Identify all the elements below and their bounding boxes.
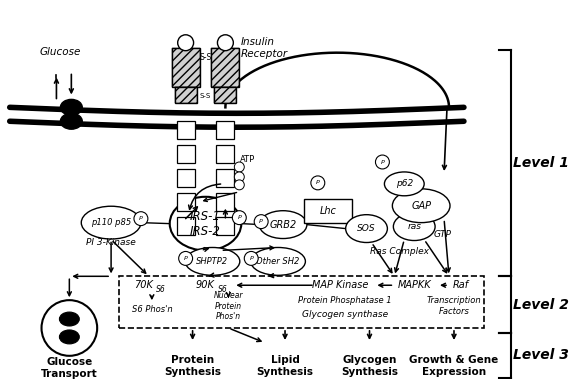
Text: P: P: [139, 216, 143, 221]
FancyBboxPatch shape: [214, 88, 236, 103]
Text: Level 3: Level 3: [513, 348, 568, 362]
Text: SHPTP2: SHPTP2: [197, 257, 228, 266]
Circle shape: [177, 35, 194, 51]
Ellipse shape: [81, 206, 141, 239]
FancyBboxPatch shape: [212, 48, 239, 88]
Text: MAP Kinase: MAP Kinase: [312, 280, 368, 290]
Text: MAPKK: MAPKK: [398, 280, 431, 290]
Text: Protein Phosphatase 1: Protein Phosphatase 1: [298, 296, 391, 305]
FancyBboxPatch shape: [177, 193, 195, 211]
FancyBboxPatch shape: [177, 217, 195, 235]
Text: P: P: [380, 160, 384, 165]
Ellipse shape: [170, 197, 241, 250]
FancyBboxPatch shape: [177, 169, 195, 187]
FancyBboxPatch shape: [216, 169, 234, 187]
Circle shape: [376, 155, 390, 169]
Ellipse shape: [251, 248, 305, 275]
Ellipse shape: [61, 113, 82, 129]
Text: Raf: Raf: [453, 280, 469, 290]
Text: 90K: 90K: [195, 280, 214, 290]
Ellipse shape: [259, 211, 307, 239]
Text: SOS: SOS: [357, 224, 376, 233]
Circle shape: [234, 162, 244, 172]
Text: S-S: S-S: [199, 53, 212, 62]
Text: PI 3-Kinase: PI 3-Kinase: [86, 238, 136, 247]
Text: P: P: [316, 180, 320, 186]
Text: S6 Phos'n: S6 Phos'n: [132, 304, 172, 314]
Circle shape: [217, 35, 234, 51]
Circle shape: [234, 172, 244, 182]
FancyBboxPatch shape: [216, 193, 234, 211]
Text: GTP: GTP: [433, 230, 451, 239]
Text: Nuclear
Protein
Phos'n: Nuclear Protein Phos'n: [214, 291, 243, 321]
Text: Lipid
Synthesis: Lipid Synthesis: [257, 355, 313, 376]
Text: S6: S6: [218, 285, 228, 294]
Circle shape: [42, 300, 97, 356]
FancyBboxPatch shape: [177, 121, 195, 139]
Text: Glycogen
Synthesis: Glycogen Synthesis: [341, 355, 398, 376]
Text: IRS-1
IRS-2: IRS-1 IRS-2: [190, 210, 221, 238]
Text: Level 2: Level 2: [513, 298, 568, 312]
Text: Protein
Synthesis: Protein Synthesis: [164, 355, 221, 376]
Text: ras: ras: [407, 222, 421, 231]
Circle shape: [244, 251, 258, 266]
Text: GAP: GAP: [411, 201, 431, 211]
Text: GRB2: GRB2: [269, 219, 297, 230]
Text: P: P: [184, 256, 187, 261]
Circle shape: [232, 211, 246, 225]
Ellipse shape: [392, 189, 450, 223]
Text: Transcription
Factors: Transcription Factors: [427, 296, 481, 316]
Text: Glycogen synthase: Glycogen synthase: [302, 310, 388, 319]
Ellipse shape: [384, 172, 424, 196]
Circle shape: [134, 212, 148, 226]
FancyBboxPatch shape: [304, 199, 351, 223]
Text: Glucose
Transport: Glucose Transport: [41, 357, 98, 379]
Text: S6: S6: [156, 285, 165, 294]
Text: Level 1: Level 1: [513, 156, 568, 170]
Text: Ras Complex: Ras Complex: [370, 247, 429, 256]
Ellipse shape: [61, 99, 82, 115]
Ellipse shape: [60, 312, 79, 326]
Circle shape: [254, 215, 268, 229]
Ellipse shape: [394, 213, 435, 240]
FancyBboxPatch shape: [216, 145, 234, 163]
Text: Glucose: Glucose: [39, 47, 81, 57]
Text: Insulin
Receptor: Insulin Receptor: [240, 37, 287, 59]
Text: Lhc: Lhc: [319, 206, 336, 216]
Text: p110 p85: p110 p85: [91, 218, 131, 227]
Circle shape: [311, 176, 325, 190]
Ellipse shape: [185, 248, 240, 275]
Text: ATP: ATP: [240, 155, 255, 163]
Text: P: P: [260, 219, 263, 224]
Ellipse shape: [346, 215, 387, 243]
FancyBboxPatch shape: [216, 121, 234, 139]
FancyBboxPatch shape: [172, 48, 199, 88]
Text: P: P: [249, 256, 253, 261]
Ellipse shape: [60, 330, 79, 344]
Text: p62: p62: [396, 179, 413, 188]
Text: P: P: [238, 215, 241, 220]
Circle shape: [179, 251, 192, 266]
FancyBboxPatch shape: [216, 217, 234, 235]
Text: 70K: 70K: [134, 280, 153, 290]
Text: Growth & Gene
Expression: Growth & Gene Expression: [409, 355, 499, 376]
Circle shape: [234, 180, 244, 190]
FancyBboxPatch shape: [175, 88, 197, 103]
Text: S-S: S-S: [200, 93, 211, 99]
Text: Other SH2: Other SH2: [257, 257, 300, 266]
FancyBboxPatch shape: [177, 145, 195, 163]
